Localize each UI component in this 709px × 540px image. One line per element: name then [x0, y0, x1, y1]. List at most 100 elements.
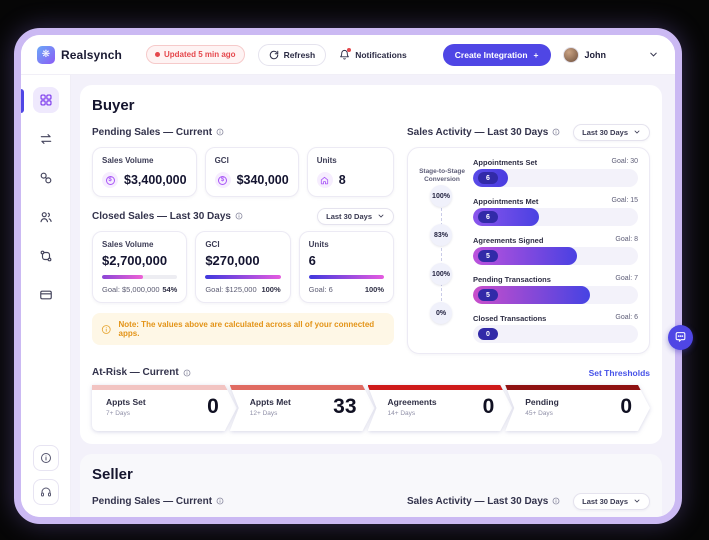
funnel-stage-appointments-set: Appointments Set Goal: 30 6 — [473, 158, 638, 187]
at-risk-card-appts-set: Appts Set 7+ Days 0 — [92, 385, 237, 431]
goal-card-units: Units 6 Goal: 6 100% — [298, 231, 394, 303]
chevron-down-icon — [634, 499, 640, 503]
info-icon[interactable] — [552, 128, 560, 136]
pending-sales-cards: Sales Volume $ $3,400,000 GCI $ — [92, 147, 394, 197]
user-menu[interactable]: John — [562, 46, 607, 63]
buyer-right-column: Sales Activity — Last 30 Days Last 30 Da… — [407, 123, 650, 354]
support-button[interactable] — [32, 479, 59, 505]
info-icon[interactable] — [552, 497, 560, 505]
realsynch-logo-icon: ❋ — [37, 45, 55, 64]
create-integration-label: Create Integration — [454, 49, 528, 60]
at-risk-value: 0 — [207, 395, 219, 418]
main-content: Buyer Pending Sales — Current — [71, 75, 675, 517]
headphones-icon — [40, 487, 51, 497]
create-integration-button[interactable]: Create Integration + — [442, 43, 551, 66]
at-risk-value: 0 — [620, 395, 632, 418]
user-menu-chevron[interactable] — [648, 49, 659, 60]
stat-value: 8 — [338, 173, 346, 187]
closed-sales-range-dropdown[interactable]: Last 30 Days — [317, 207, 394, 225]
progress-bar — [205, 275, 281, 279]
seller-sales-activity-title: Sales Activity — Last 30 Days — [407, 496, 560, 507]
dollar-circle-icon: $ — [214, 172, 231, 188]
at-risk-value: 0 — [482, 395, 495, 418]
chat-bubble-icon — [675, 332, 686, 342]
info-icon[interactable] — [235, 212, 243, 220]
funnel-bar: 5 — [473, 286, 638, 304]
home-icon — [316, 172, 333, 188]
dashboard-grid-icon — [39, 94, 52, 106]
note-banner: Note: The values above are calculated ac… — [92, 313, 394, 345]
refresh-icon — [269, 50, 278, 59]
seller-panel: Seller Pending Sales — Current Sales Act… — [80, 454, 662, 517]
refresh-button[interactable]: Refresh — [257, 43, 327, 66]
bell-icon — [340, 49, 350, 60]
sidebar-item-billing[interactable] — [33, 282, 59, 308]
seller-title: Seller — [92, 466, 133, 483]
sidebar-item-workflows[interactable] — [33, 243, 59, 269]
funnel-bar: 0 — [473, 325, 638, 343]
stat-value: $3,400,000 — [124, 173, 187, 187]
credit-card-icon — [39, 290, 52, 300]
app-window: ❋ Realsynch Updated 5 min ago Refresh No… — [14, 28, 682, 524]
sales-activity-title: Sales Activity — Last 30 Days — [407, 127, 560, 138]
refresh-label: Refresh — [283, 49, 316, 60]
chevron-down-icon — [634, 130, 640, 134]
conversion-badge: 100% — [430, 263, 452, 285]
info-icon[interactable] — [216, 497, 224, 505]
conversion-badge: 100% — [430, 185, 452, 207]
info-icon[interactable] — [216, 128, 224, 136]
notification-dot — [347, 48, 352, 52]
funnel-stage-pending-transactions: Pending Transactions Goal: 7 5 — [473, 275, 638, 304]
closed-sales-cards: Sales Volume $2,700,000 Goal: $5,000,000… — [92, 231, 394, 303]
funnel-stages: Appointments Set Goal: 30 6 Appointments … — [473, 158, 638, 343]
closed-sales-title: Closed Sales — Last 30 Days — [92, 211, 243, 222]
funnel-value-pill: 6 — [478, 211, 498, 223]
avatar — [562, 46, 579, 63]
chevron-down-icon — [650, 52, 657, 57]
chevron-down-icon — [378, 214, 384, 218]
dashed-connector — [441, 188, 442, 316]
note-info-icon — [101, 324, 111, 334]
set-thresholds-link[interactable]: Set Thresholds — [588, 367, 650, 378]
seller-activity-range-dropdown[interactable]: Last 30 Days — [573, 492, 650, 510]
notifications-button[interactable]: Notifications — [339, 48, 407, 60]
status-dot-icon — [155, 52, 160, 57]
at-risk-title: At-Risk — Current — [92, 367, 191, 378]
user-name: John — [584, 49, 607, 60]
sales-activity-range-dropdown[interactable]: Last 30 Days — [573, 123, 650, 141]
at-risk-value: 33 — [333, 395, 357, 418]
integrations-icon — [40, 172, 51, 184]
sidebar-item-users[interactable] — [33, 204, 59, 230]
at-risk-cards: Appts Set 7+ Days 0 Appts Met 12+ Days 33 — [92, 385, 650, 431]
info-icon[interactable] — [183, 369, 191, 377]
dollar-circle-icon: $ — [102, 172, 118, 188]
stat-card-sales-volume: Sales Volume $ $3,400,000 — [92, 147, 197, 197]
users-icon — [39, 212, 52, 223]
sidebar-item-integrations[interactable] — [33, 165, 59, 191]
top-header: ❋ Realsynch Updated 5 min ago Refresh No… — [21, 35, 675, 75]
info-icon — [40, 453, 51, 463]
sidebar-item-dashboard[interactable] — [32, 87, 59, 113]
notifications-label: Notifications — [355, 49, 407, 60]
workflow-icon — [40, 250, 51, 262]
updated-text: Updated 5 min ago — [164, 50, 236, 59]
stat-card-gci: GCI $ $340,000 — [204, 147, 299, 197]
chat-fab-button[interactable] — [668, 325, 693, 350]
sidebar-item-syncs[interactable] — [33, 126, 59, 152]
at-risk-card-agreements: Agreements 14+ Days 0 — [368, 385, 513, 431]
sync-arrows-icon — [40, 134, 51, 144]
buyer-left-column: Pending Sales — Current Sales Volume $ — [92, 124, 394, 345]
progress-bar — [102, 275, 178, 279]
funnel-value-pill: 6 — [478, 172, 498, 184]
funnel-value-pill: 5 — [478, 289, 498, 301]
stat-card-units: Units 8 — [306, 147, 394, 197]
brand: ❋ Realsynch — [37, 45, 122, 64]
conversion-badge: 0% — [430, 302, 452, 324]
goal-card-sales-volume: Sales Volume $2,700,000 Goal: $5,000,000… — [92, 231, 188, 303]
help-info-button[interactable] — [32, 445, 59, 471]
buyer-panel: Buyer Pending Sales — Current — [80, 85, 662, 444]
funnel-stage-agreements-signed: Agreements Signed Goal: 8 5 — [473, 236, 638, 265]
funnel-value-pill: 5 — [478, 250, 498, 262]
conversion-badge: 83% — [430, 224, 452, 246]
pending-sales-title: Pending Sales — Current — [92, 127, 224, 138]
